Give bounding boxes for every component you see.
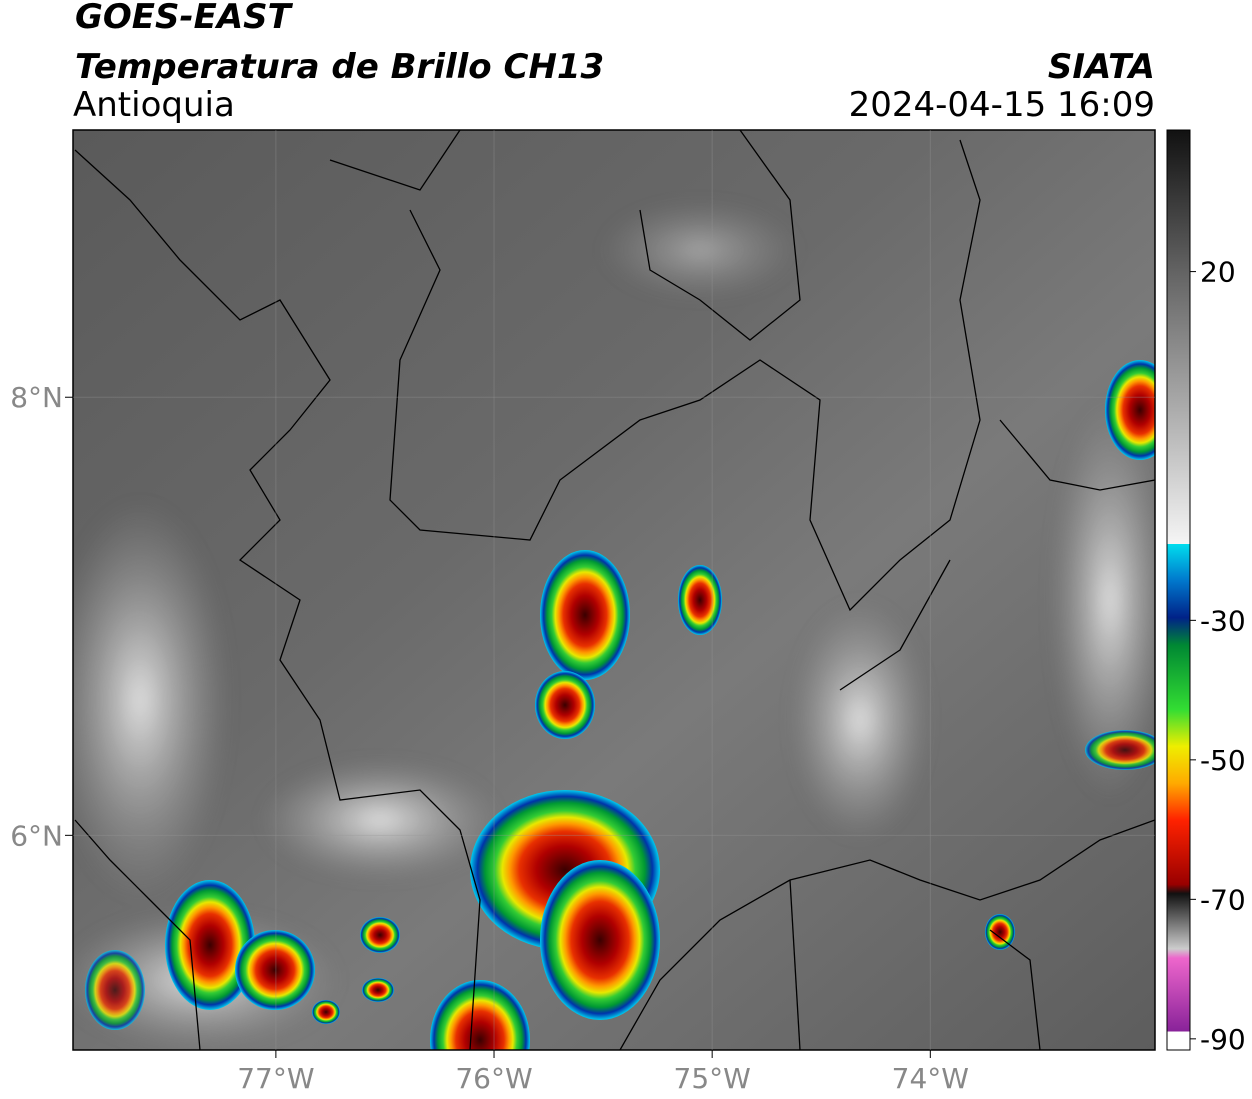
datetime: 2024-04-15 16:09 xyxy=(849,85,1155,125)
region: Antioquia xyxy=(73,85,235,125)
colorbar-tick-label: 20 xyxy=(1200,256,1236,289)
colorbar-tick-label: -30 xyxy=(1200,604,1246,637)
title: GOES-EAST xyxy=(75,0,294,37)
source: SIATA xyxy=(1048,47,1155,87)
y-tick-label: 6°N xyxy=(10,819,63,852)
map-frame xyxy=(72,129,1156,1051)
colorbar-tick-label: -90 xyxy=(1200,1023,1246,1056)
subtitle: Temperatura de Brillo CH13 xyxy=(75,47,604,87)
colorbar-tick-label: -70 xyxy=(1200,883,1246,916)
x-tick-label: 76°W xyxy=(455,1062,532,1095)
x-tick-label: 74°W xyxy=(892,1062,969,1095)
colorbar xyxy=(1166,129,1191,1051)
x-tick-label: 77°W xyxy=(237,1062,314,1095)
imagery xyxy=(73,130,1155,1050)
y-tick-label: 8°N xyxy=(10,381,63,414)
x-tick-label: 75°W xyxy=(674,1062,751,1095)
colorbar-tick-label: -50 xyxy=(1200,744,1246,777)
